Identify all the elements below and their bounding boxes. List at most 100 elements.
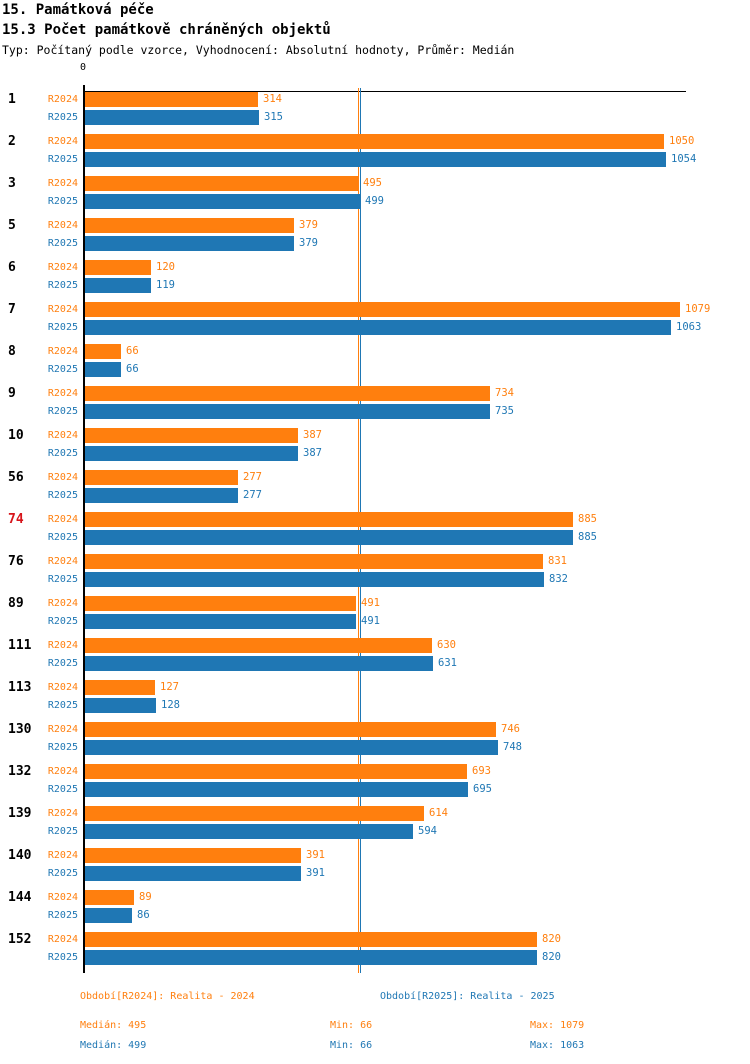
bar-value-r2024: 1050 <box>669 135 695 147</box>
bar-r2025 <box>85 614 356 629</box>
bar-r2024 <box>85 806 424 821</box>
series-label-r2024: R2024 <box>47 556 78 567</box>
bar-r2024 <box>85 386 490 401</box>
bar-r2025 <box>85 824 413 839</box>
series-label-r2024: R2024 <box>47 850 78 861</box>
category-group: 8 R2024 66 R2025 66 <box>0 344 750 386</box>
series-label-r2024: R2024 <box>47 304 78 315</box>
category-group: 130 R2024 746 R2025 748 <box>0 722 750 764</box>
bar-value-r2025: 391 <box>306 867 325 879</box>
bar-r2024 <box>85 470 238 485</box>
bar-r2025 <box>85 908 132 923</box>
category-label: 139 <box>8 806 32 821</box>
category-group: 1 R2024 314 R2025 315 <box>0 92 750 134</box>
category-group: 10 R2024 387 R2025 387 <box>0 428 750 470</box>
bar-value-r2024: 66 <box>126 345 139 357</box>
stat-max-r2024: Max: 1079 <box>530 1020 585 1031</box>
bar-value-r2025: 885 <box>578 531 597 543</box>
bar-value-r2025: 277 <box>243 489 262 501</box>
x-axis-line <box>83 91 686 92</box>
category-label: 9 <box>8 386 16 401</box>
category-label: 7 <box>8 302 16 317</box>
series-label-r2024: R2024 <box>47 514 78 525</box>
category-label: 111 <box>8 638 32 653</box>
category-label: 6 <box>8 260 16 275</box>
category-label: 10 <box>8 428 24 443</box>
category-group: 76 R2024 831 R2025 832 <box>0 554 750 596</box>
stat-median-r2024: Medián: 495 <box>80 1020 147 1031</box>
series-label-r2025: R2025 <box>47 658 78 669</box>
bar-value-r2024: 831 <box>548 555 567 567</box>
series-label-r2024: R2024 <box>47 262 78 273</box>
series-label-r2025: R2025 <box>47 952 78 963</box>
series-label-r2025: R2025 <box>47 532 78 543</box>
category-group: 140 R2024 391 R2025 391 <box>0 848 750 890</box>
bar-value-r2024: 391 <box>306 849 325 861</box>
category-label: 140 <box>8 848 32 863</box>
series-label-r2024: R2024 <box>47 220 78 231</box>
bar-r2024 <box>85 134 664 149</box>
stat-min-r2025: Min: 66 <box>330 1040 373 1051</box>
bar-r2025 <box>85 362 121 377</box>
bar-value-r2025: 499 <box>365 195 384 207</box>
series-label-r2025: R2025 <box>47 448 78 459</box>
bar-value-r2024: 314 <box>263 93 282 105</box>
series-label-r2024: R2024 <box>47 94 78 105</box>
bar-r2025 <box>85 950 537 965</box>
bar-value-r2024: 89 <box>139 891 152 903</box>
bar-value-r2025: 695 <box>473 783 492 795</box>
category-label: 5 <box>8 218 16 233</box>
series-label-r2025: R2025 <box>47 322 78 333</box>
category-group: 144 R2024 89 R2025 86 <box>0 890 750 932</box>
bar-r2025 <box>85 866 301 881</box>
bar-value-r2025: 1054 <box>671 153 697 165</box>
bar-r2024 <box>85 302 680 317</box>
category-group: 2 R2024 1050 R2025 1054 <box>0 134 750 176</box>
bar-r2025 <box>85 488 238 503</box>
bar-r2025 <box>85 152 666 167</box>
bar-r2024 <box>85 428 298 443</box>
series-label-r2024: R2024 <box>47 934 78 945</box>
bar-r2024 <box>85 638 432 653</box>
series-label-r2025: R2025 <box>47 154 78 165</box>
bar-value-r2025: 119 <box>156 279 175 291</box>
series-label-r2025: R2025 <box>47 406 78 417</box>
category-group: 132 R2024 693 R2025 695 <box>0 764 750 806</box>
bar-value-r2024: 820 <box>542 933 561 945</box>
category-group: 56 R2024 277 R2025 277 <box>0 470 750 512</box>
bar-r2024 <box>85 92 258 107</box>
category-group: 5 R2024 379 R2025 379 <box>0 218 750 260</box>
bar-value-r2024: 630 <box>437 639 456 651</box>
bar-r2025 <box>85 530 573 545</box>
bar-value-r2024: 120 <box>156 261 175 273</box>
series-label-r2025: R2025 <box>47 238 78 249</box>
category-group: 89 R2024 491 R2025 491 <box>0 596 750 638</box>
bar-r2025 <box>85 110 259 125</box>
bar-value-r2024: 734 <box>495 387 514 399</box>
bar-r2024 <box>85 848 301 863</box>
bar-value-r2024: 387 <box>303 429 322 441</box>
category-label: 2 <box>8 134 16 149</box>
bar-value-r2025: 631 <box>438 657 457 669</box>
category-group: 139 R2024 614 R2025 594 <box>0 806 750 848</box>
category-label: 3 <box>8 176 16 191</box>
bar-value-r2025: 315 <box>264 111 283 123</box>
series-label-r2025: R2025 <box>47 868 78 879</box>
category-group: 113 R2024 127 R2025 128 <box>0 680 750 722</box>
bar-value-r2025: 66 <box>126 363 139 375</box>
series-label-r2025: R2025 <box>47 826 78 837</box>
category-label: 144 <box>8 890 32 905</box>
bar-value-r2025: 491 <box>361 615 380 627</box>
category-group: 6 R2024 120 R2025 119 <box>0 260 750 302</box>
bar-value-r2024: 127 <box>160 681 179 693</box>
bar-r2025 <box>85 656 433 671</box>
stat-median-r2025: Medián: 499 <box>80 1040 147 1051</box>
category-group: 111 R2024 630 R2025 631 <box>0 638 750 680</box>
category-label: 130 <box>8 722 32 737</box>
bar-value-r2025: 820 <box>542 951 561 963</box>
series-label-r2024: R2024 <box>47 136 78 147</box>
bar-r2025 <box>85 278 151 293</box>
series-label-r2024: R2024 <box>47 178 78 189</box>
bar-value-r2025: 748 <box>503 741 522 753</box>
series-label-r2025: R2025 <box>47 616 78 627</box>
